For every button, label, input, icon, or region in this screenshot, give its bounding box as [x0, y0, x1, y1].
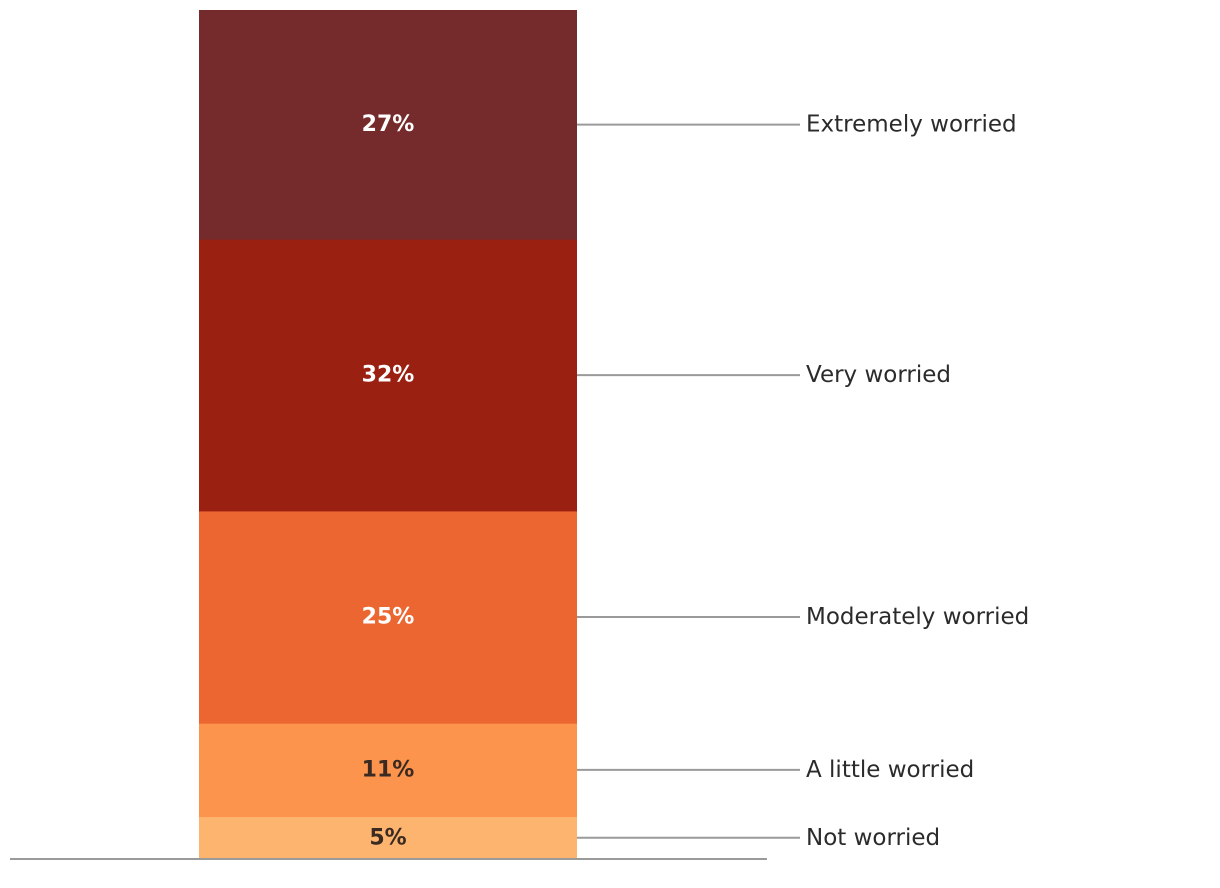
leader-lines: [577, 123, 800, 839]
bar-segment-moderately-worried: [199, 510, 577, 724]
bar-segment-very-worried: [199, 239, 577, 512]
category-label-very-worried: Very worried: [806, 362, 951, 388]
bar-segment-extremely-worried: [199, 10, 577, 240]
value-label-moderately-worried: 25%: [362, 605, 415, 630]
value-label-not-worried: 5%: [369, 825, 406, 850]
value-label-very-worried: 32%: [362, 363, 415, 388]
category-label-moderately-worried: Moderately worried: [806, 604, 1029, 630]
bar-segments: [199, 10, 577, 860]
category-label-a-little-worried: A little worried: [806, 757, 974, 783]
bar-segment-a-little-worried: [199, 723, 577, 818]
category-label-not-worried: Not worried: [806, 825, 940, 851]
value-label-a-little-worried: 11%: [362, 757, 415, 782]
category-labels: Not worried A little worried Moderately wo…: [806, 112, 1029, 851]
category-label-extremely-worried: Extremely worried: [806, 112, 1017, 138]
bar-segment-not-worried: [199, 816, 577, 860]
value-labels: 5% 11% 25% 32% 27%: [362, 112, 415, 850]
value-label-extremely-worried: 27%: [362, 112, 415, 137]
